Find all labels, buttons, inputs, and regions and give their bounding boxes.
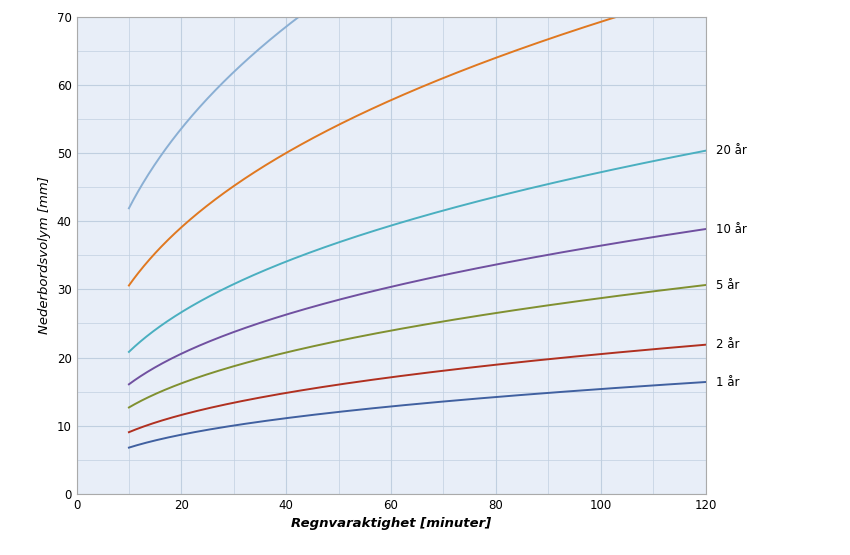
Text: 20 år: 20 år — [716, 144, 747, 157]
X-axis label: Regnvaraktighet [minuter]: Regnvaraktighet [minuter] — [291, 517, 491, 531]
Text: 2 år: 2 år — [716, 338, 740, 351]
Text: 5 år: 5 år — [716, 279, 740, 291]
Text: 100 år: 100 år — [0, 554, 1, 555]
Y-axis label: Nederbordsvolym [mm]: Nederbordsvolym [mm] — [38, 176, 51, 334]
Text: 1 år: 1 år — [716, 376, 740, 388]
Text: 50 år: 50 år — [0, 554, 1, 555]
Text: 10 år: 10 år — [716, 223, 747, 235]
